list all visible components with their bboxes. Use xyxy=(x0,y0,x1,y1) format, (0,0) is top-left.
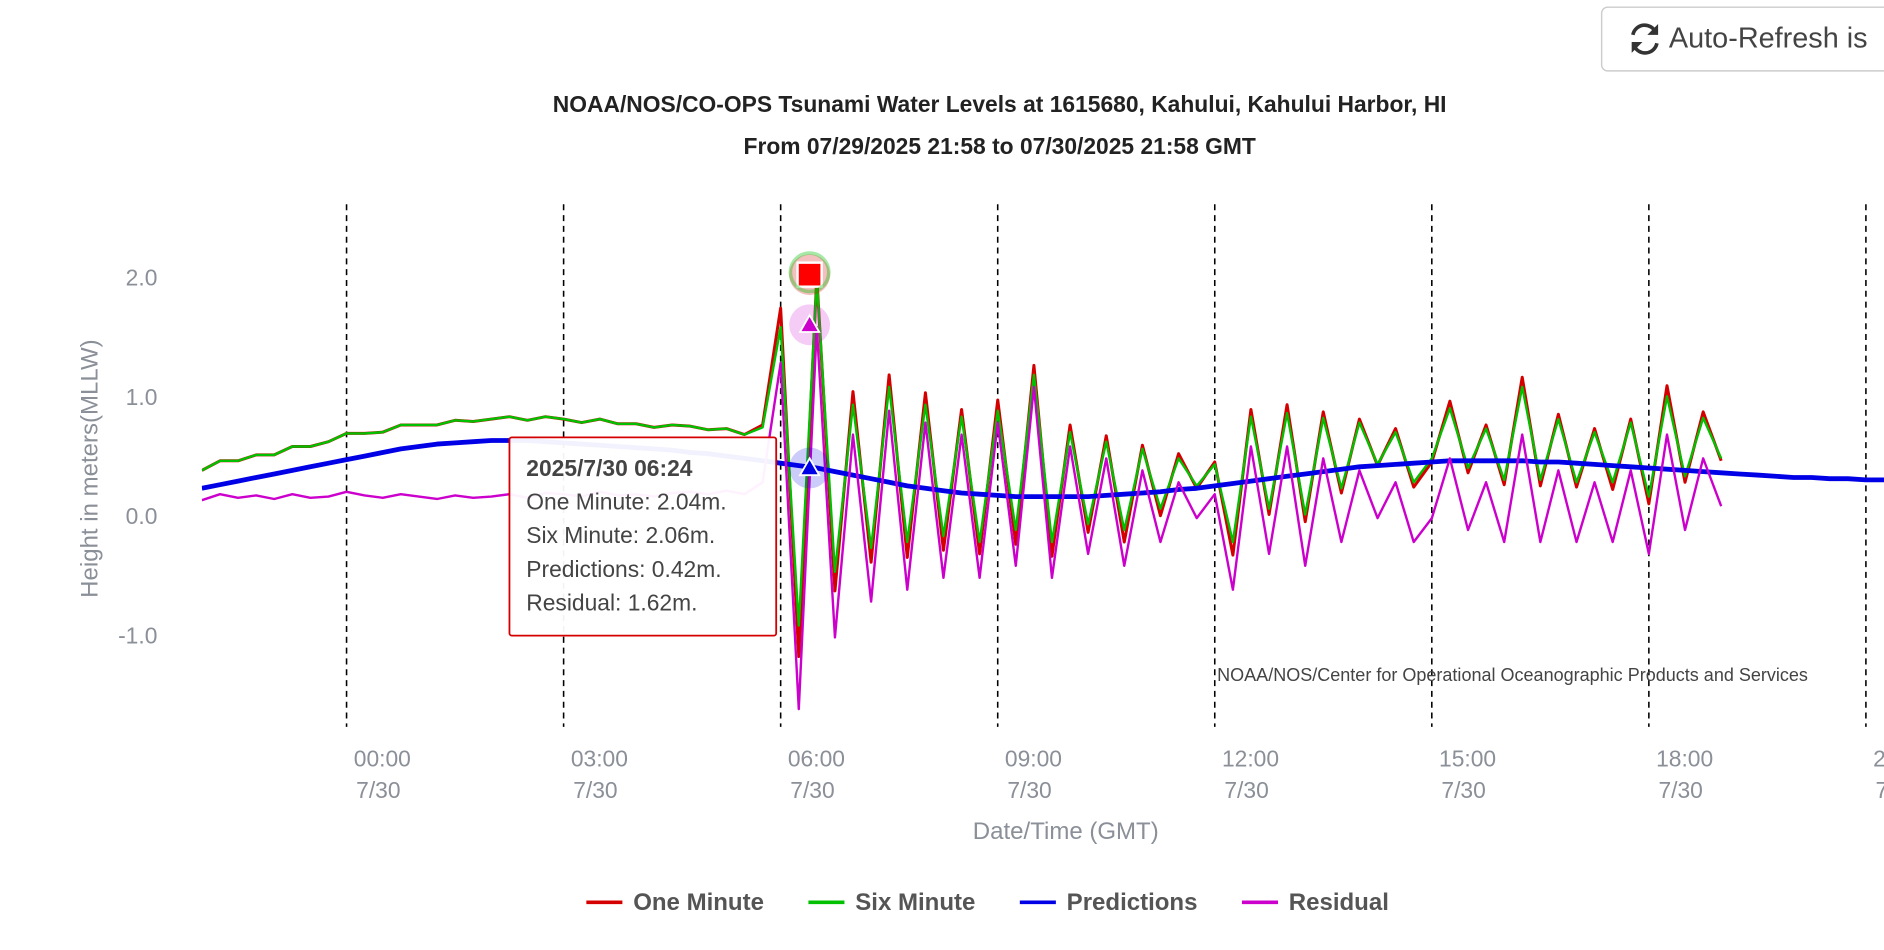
x-axis-label: Date/Time (GMT) xyxy=(973,818,1159,845)
legend-label: One Minute xyxy=(633,889,764,916)
tooltip-box xyxy=(508,436,778,637)
series-line xyxy=(201,438,1884,499)
y-tick-label: 0.0 xyxy=(126,503,158,529)
series-line xyxy=(201,325,1723,711)
y-tick-label: 2.0 xyxy=(126,264,158,290)
chart-title: NOAA/NOS/CO-OPS Tsunami Water Levels at … xyxy=(553,91,1447,117)
legend-label: Residual xyxy=(1289,889,1389,916)
hover-marker xyxy=(798,456,821,477)
x-tick-label: 09:00 xyxy=(1005,746,1062,772)
credit: NOAA/NOS/Center for Operational Oceanogr… xyxy=(1217,665,1808,685)
x-tick-sublabel: 7/30 xyxy=(573,777,617,803)
x-tick-label: 15:00 xyxy=(1439,746,1496,772)
auto-refresh-button[interactable]: Auto-Refresh is xyxy=(1600,6,1884,72)
refresh-arrows xyxy=(1631,24,1659,53)
tooltip-line: One Minute: 2.04m. xyxy=(526,488,726,514)
y-tick-label: -1.0 xyxy=(118,622,157,648)
series-lines xyxy=(201,275,1884,711)
series-line xyxy=(201,275,1723,659)
legend: One Minute Six Minute Predictions Residual xyxy=(586,889,1389,916)
x-tick-label: 00:00 xyxy=(354,746,411,772)
tooltip-line: Predictions: 0.42m. xyxy=(526,556,721,582)
grid: -1.0 0.0 1.0 2.0 00:00 7/30 03:00 7/30 06:00 7/30… xyxy=(118,204,1884,803)
y-tick-label: 1.0 xyxy=(126,384,158,410)
button-frame xyxy=(1600,6,1884,72)
hover-marker xyxy=(796,261,823,288)
tooltip-line: Residual: 1.62m. xyxy=(526,589,697,615)
legend-label: Six Minute xyxy=(855,889,975,916)
x-tick-label: 21:00 xyxy=(1873,746,1884,772)
hover-marker xyxy=(798,313,821,333)
series-line xyxy=(201,278,1723,627)
hover-marker xyxy=(788,251,831,294)
button-label: Auto-Refresh is xyxy=(1669,22,1868,54)
x-tick-sublabel: 7/30 xyxy=(1658,777,1702,803)
x-tick-sublabel: 7/30 xyxy=(1007,777,1051,803)
x-tick-label: 06:00 xyxy=(788,746,845,772)
x-tick-label: 03:00 xyxy=(571,746,628,772)
x-tick-sublabel: 7/30 xyxy=(790,777,834,803)
tooltip-line: Six Minute: 2.06m. xyxy=(526,522,715,548)
chart-subtitle: From 07/29/2025 21:58 to 07/30/2025 21:5… xyxy=(744,133,1256,159)
overlay: 2025/7/30 06:24 One Minute: 2.04m. Six Min… xyxy=(508,251,831,637)
legend-label: Predictions xyxy=(1067,889,1198,916)
x-tick-label: 18:00 xyxy=(1656,746,1713,772)
x-tick-sublabel: 7/30 xyxy=(1441,777,1485,803)
x-tick-sublabel: 7/30 xyxy=(356,777,400,803)
tooltip-title: 2025/7/30 06:24 xyxy=(526,455,692,481)
y-axis-label: Height in meters(MLLW) xyxy=(77,339,104,597)
x-tick-sublabel: 7/30 xyxy=(1224,777,1268,803)
x-tick-label: 12:00 xyxy=(1222,746,1279,772)
x-tick-sublabel: 7/30 xyxy=(1876,777,1884,803)
